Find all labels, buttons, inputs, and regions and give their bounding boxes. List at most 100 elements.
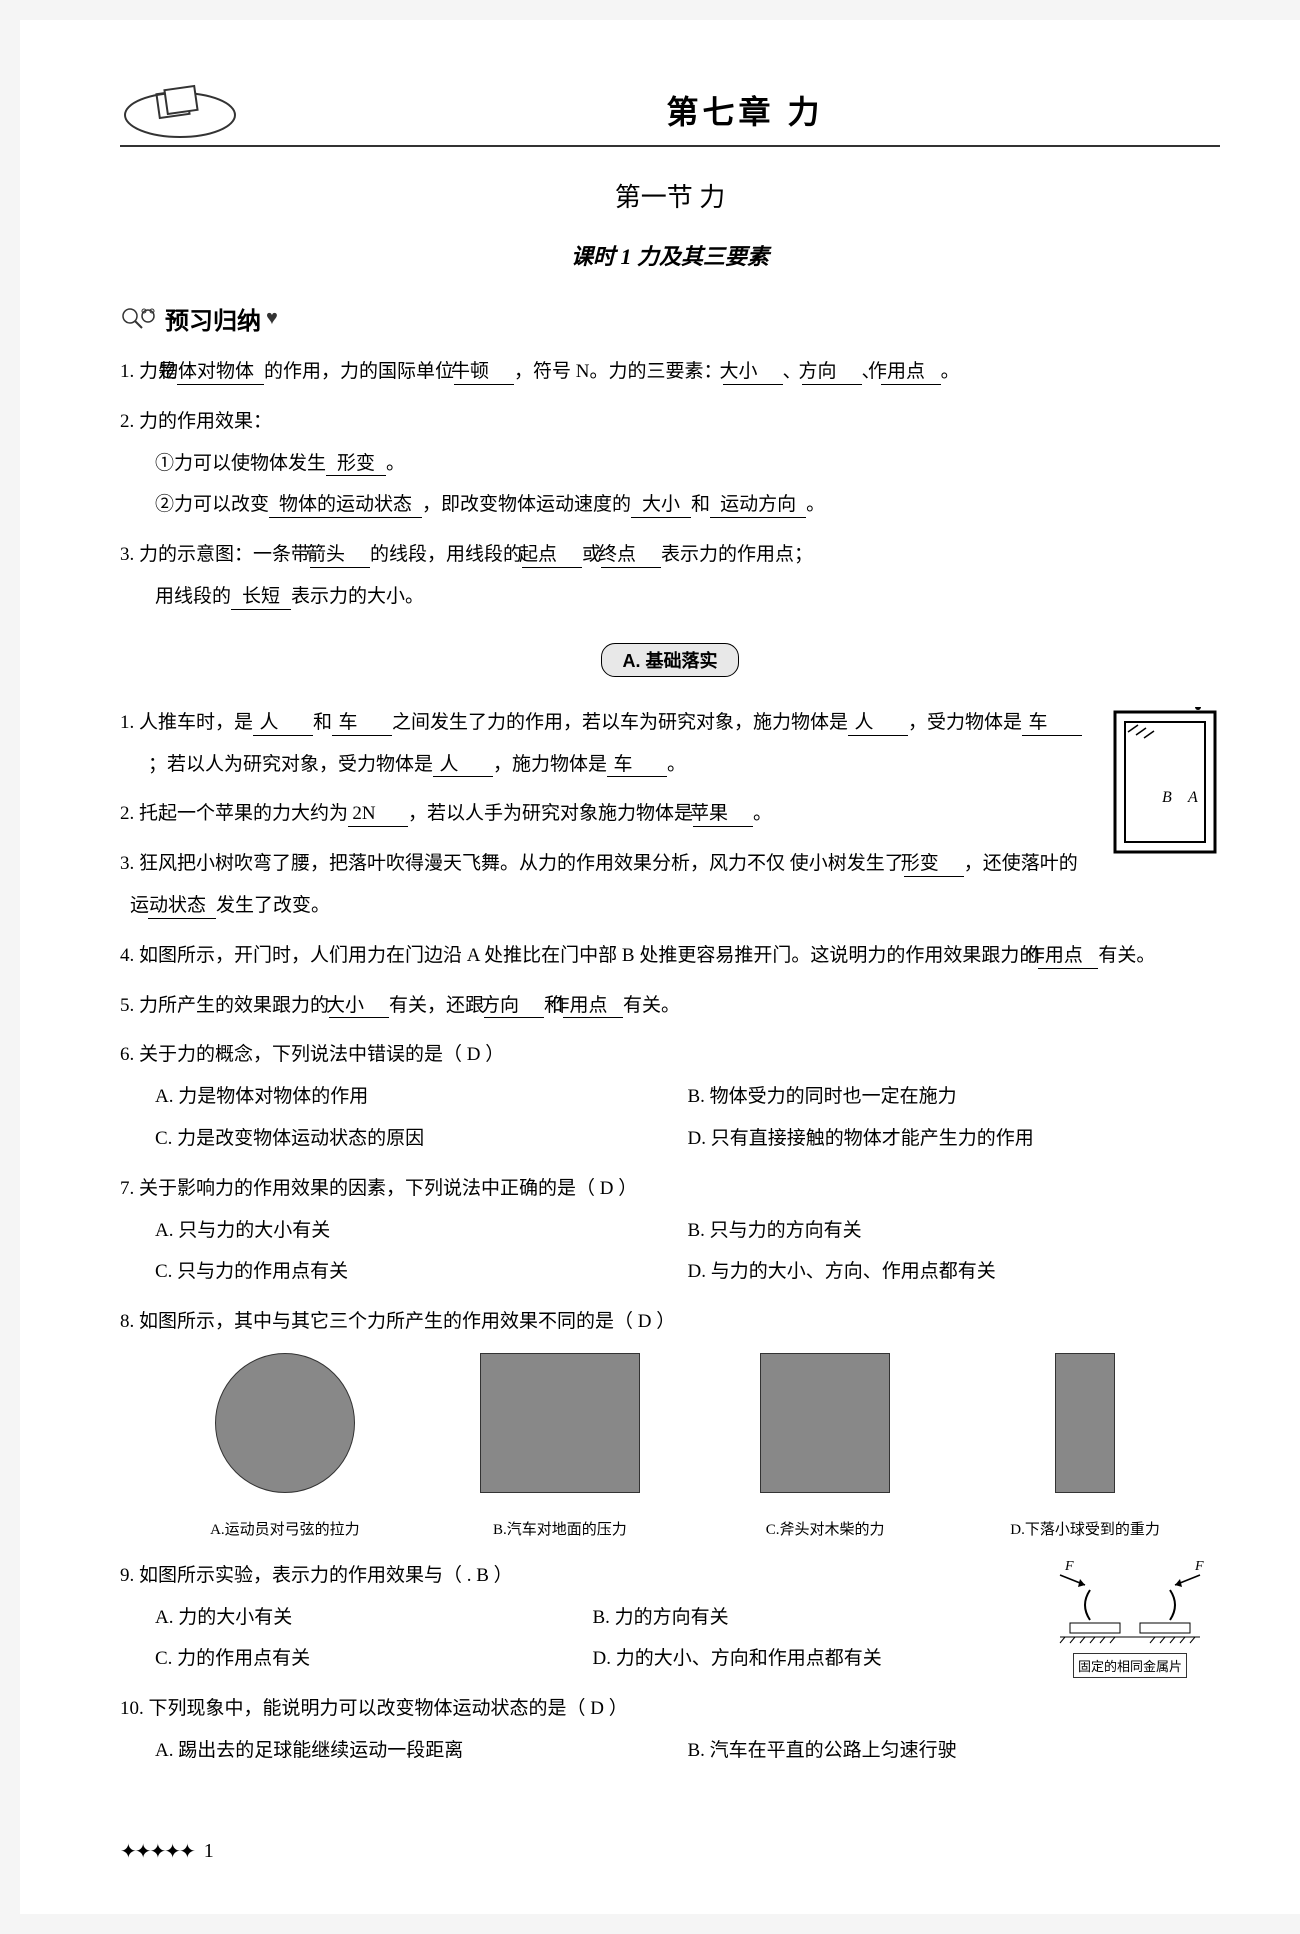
q8-image-c: C.斧头对木柴的力 [760, 1353, 890, 1547]
page-num-value: 1 [204, 1840, 214, 1863]
badge-label: A. 基础落实 [601, 643, 738, 677]
blank: 箭头 [310, 544, 370, 568]
q6: 6. 关于力的概念，下列说法中错误的是（ D ） A. 力是物体对物体的作用 B… [120, 1034, 1220, 1159]
option-b: B. 物体受力的同时也一定在施力 [688, 1076, 1221, 1118]
q-number: 1. [120, 712, 134, 733]
blank: 牛顿 [454, 361, 514, 385]
image-caption: C.斧头对木柴的力 [760, 1514, 890, 1547]
q-text: 用线段的 [155, 586, 231, 607]
preview-q1: 1. 力是物体对物体的作用，力的国际单位牛顿，符号 N。力的三要素：大小、方向、… [120, 351, 1220, 393]
q-text: 有关。 [623, 995, 680, 1016]
q-text: 的线段，用线段的 [370, 544, 522, 565]
blank: 作用点 [563, 995, 623, 1019]
option-b: B. 只与力的方向有关 [688, 1210, 1221, 1252]
magnifier-bear-icon [120, 304, 160, 334]
image-caption: B.汽车对地面的压力 [480, 1514, 640, 1547]
axe-image-icon [760, 1353, 890, 1493]
book-logo-icon [120, 80, 240, 140]
page-number: ✦✦✦✦✦ 1 [120, 1839, 214, 1864]
q-number: 1. [120, 361, 134, 382]
worksheet-page: 第七章 力 第一节 力 课时 1 力及其三要素 预习归纳 ♥ 1. 力是物体对物… [20, 20, 1300, 1914]
preview-q2: 2. 力的作用效果： ①力可以使物体发生形变。 ②力可以改变物体的运动状态，即改… [120, 401, 1220, 526]
lesson-title: 课时 1 力及其三要素 [120, 239, 1220, 271]
blank: 作用点 [1038, 945, 1098, 969]
q-number: 2. [120, 803, 134, 824]
blank: 形变 [326, 453, 386, 477]
q-text: 。 [806, 494, 825, 515]
option-d: D. 力的大小、方向和作用点都有关 [593, 1638, 1031, 1680]
option-c: C. 力的作用点有关 [155, 1638, 593, 1680]
q-number: 3. [120, 544, 134, 565]
q-text: ，还使落叶的 [964, 853, 1078, 874]
option-b: B. 力的方向有关 [593, 1597, 1031, 1639]
blank: 运动方向 [710, 494, 806, 518]
q-text: ，即改变物体运动速度的 [422, 494, 631, 515]
option-d: D. 只有直接接触的物体才能产生力的作用 [688, 1118, 1221, 1160]
q8: 8. 如图所示，其中与其它三个力所产生的作用效果不同的是（ D ） A.运动员对… [120, 1301, 1220, 1547]
option-a: A. 只与力的大小有关 [155, 1210, 688, 1252]
q-text: ，若以人手为研究对象施力物体是 [408, 803, 693, 824]
door-figure: B A [1110, 707, 1220, 857]
heart-icon: ♥ [266, 307, 278, 330]
preview-title: 预习归纳 [165, 301, 261, 336]
chapter-header: 第七章 力 [120, 80, 1220, 147]
option-c: C. 只与力的作用点有关 [155, 1251, 688, 1293]
q-text: 力所产生的效果跟力的 [139, 995, 329, 1016]
q-text: 力的作用效果： [139, 411, 272, 432]
svg-text:B: B [1162, 789, 1172, 806]
q-text: 。 [667, 754, 686, 775]
blank: 大小 [329, 995, 389, 1019]
option-d: D. 与力的大小、方向、作用点都有关 [688, 1251, 1221, 1293]
q-text: ②力可以改变 [155, 494, 269, 515]
q-number: 3. [120, 853, 134, 874]
q-text: 有关，还跟 [389, 995, 484, 1016]
blank: 物体对物体 [177, 361, 264, 385]
blank: 起点 [522, 544, 582, 568]
blank: 方向 [802, 361, 862, 385]
q5: 5. 力所产生的效果跟力的大小有关，还跟方向和作用点有关。 [120, 985, 1220, 1027]
q-text: 发生了改变。 [216, 895, 330, 916]
archery-image-icon [215, 1353, 355, 1493]
blank: 大小 [723, 361, 783, 385]
q8-image-d: D.下落小球受到的重力 [1010, 1353, 1160, 1547]
preview-header: 预习归纳 ♥ [120, 301, 1220, 336]
q-text: 和 [691, 494, 710, 515]
blank: 形变 [904, 853, 964, 877]
q-text: 力的示意图：一条带 [139, 544, 310, 565]
q-number: 10. [120, 1698, 144, 1719]
q2: 2. 托起一个苹果的力大约为2N，若以人手为研究对象施力物体是苹果。 [120, 793, 1220, 835]
q-stem: 如图所示实验，表示力的作用效果与（ . B ） [139, 1565, 513, 1586]
q10: 10. 下列现象中，能说明力可以改变物体运动状态的是（ D ） A. 踢出去的足… [120, 1688, 1220, 1772]
q-text: ；若以人为研究对象，受力物体是 [148, 754, 433, 775]
q-text: 狂风把小树吹弯了腰，把落叶吹得漫天飞舞。从力的作用效果分析，风力不仅 使小树发生… [139, 853, 904, 874]
q-text: ，施力物体是 [493, 754, 607, 775]
q-text: 有关。 [1098, 945, 1155, 966]
option-a: A. 力的大小有关 [155, 1597, 593, 1639]
q-text: 的作用，力的国际单位 [264, 361, 454, 382]
blank: 车 [1022, 712, 1082, 736]
blank: 车 [332, 712, 392, 736]
blank: 人 [433, 754, 493, 778]
q3: 3. 狂风把小树吹弯了腰，把落叶吹得漫天飞舞。从力的作用效果分析，风力不仅 使小… [120, 843, 1220, 927]
blank: 苹果 [693, 803, 753, 827]
blank: 方向 [484, 995, 544, 1019]
star-decoration-icon: ✦✦✦✦✦ [120, 1839, 194, 1864]
svg-text:A: A [1187, 789, 1198, 806]
q8-images: A.运动员对弓弦的拉力 B.汽车对地面的压力 C.斧头对木柴的力 D.下落小球受… [150, 1353, 1220, 1547]
q9-figure: F F 固定的相同金属片 [1040, 1555, 1220, 1678]
q-number: 9. [120, 1565, 134, 1586]
q-text: 。 [386, 453, 405, 474]
q-number: 2. [120, 411, 134, 432]
basics-badge: A. 基础落实 [120, 643, 1220, 677]
q-number: 4. [120, 945, 134, 966]
q4: 4. 如图所示，开门时，人们用力在门边沿 A 处推比在门中部 B 处推更容易推开… [120, 935, 1220, 977]
q-text: ，受力物体是 [908, 712, 1022, 733]
option-c: C. 力是改变物体运动状态的原因 [155, 1118, 688, 1160]
image-caption: D.下落小球受到的重力 [1010, 1514, 1160, 1547]
blank: 终点 [601, 544, 661, 568]
q-stem: 关于影响力的作用效果的因素，下列说法中正确的是（ D ） [139, 1178, 637, 1199]
svg-text:F: F [1194, 1559, 1204, 1574]
q-stem: 关于力的概念，下列说法中错误的是（ D ） [139, 1044, 504, 1065]
q-text: 表示力的大小。 [291, 586, 424, 607]
q-text: 表示力的作用点； [661, 544, 813, 565]
